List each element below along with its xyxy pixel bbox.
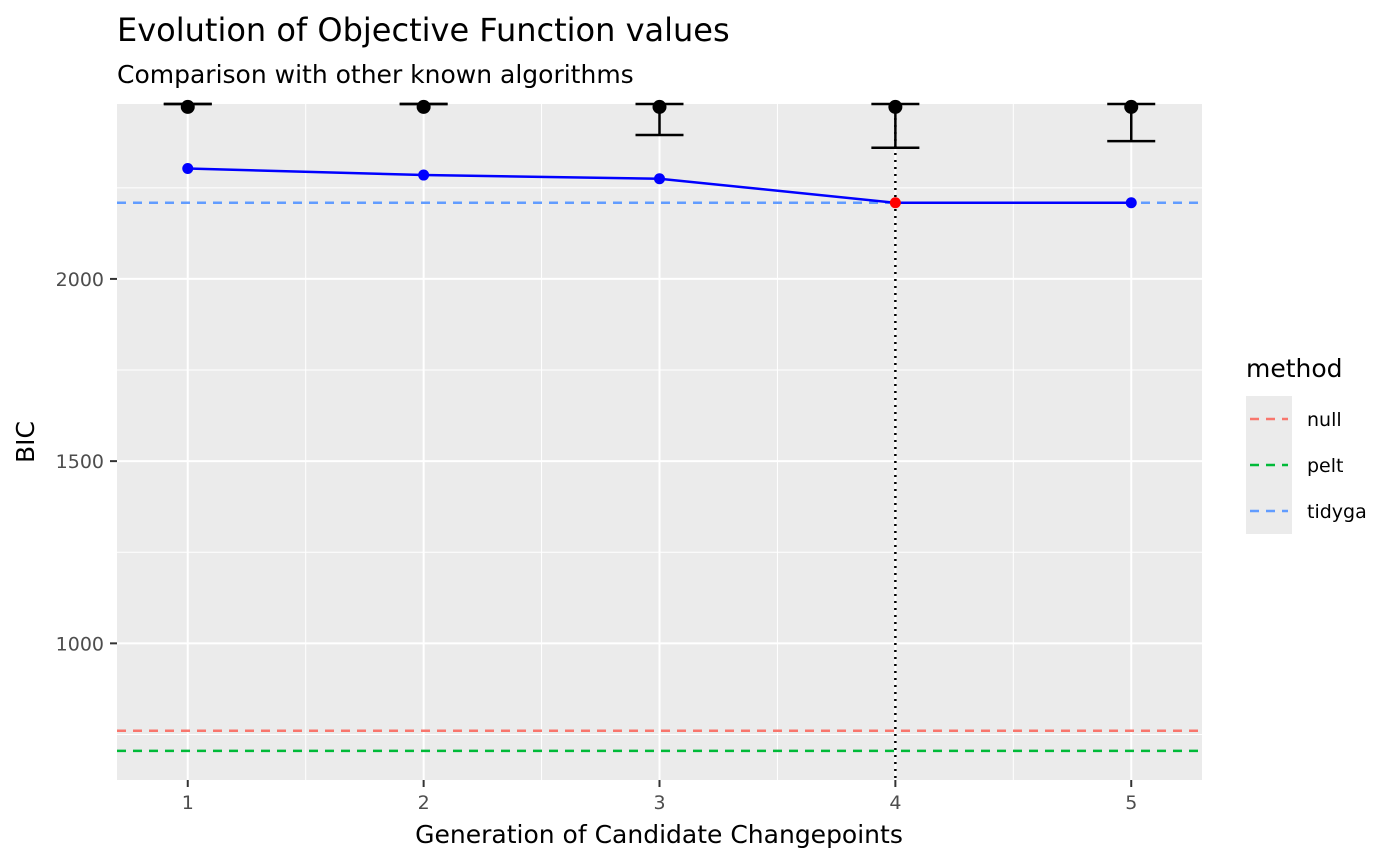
mean-point xyxy=(652,99,667,114)
x-axis: 1 2 3 4 5 xyxy=(182,780,1137,814)
best-series-point xyxy=(1125,197,1137,209)
best-series-point xyxy=(182,163,194,175)
legend-label-null: null xyxy=(1307,409,1342,431)
y-tick-label: 1500 xyxy=(56,451,104,473)
legend-label-pelt: pelt xyxy=(1307,455,1343,477)
best-series-point-highlight xyxy=(889,197,901,209)
error-bars xyxy=(163,99,1156,149)
mean-point xyxy=(416,99,431,114)
best-series-point xyxy=(418,169,430,181)
y-tick-label: 2000 xyxy=(56,269,104,291)
x-tick-label: 4 xyxy=(889,792,901,814)
plot-panel xyxy=(117,99,1202,780)
x-axis-title: Generation of Candidate Changepoints xyxy=(415,820,903,849)
chart-subtitle: Comparison with other known algorithms xyxy=(117,60,634,89)
x-tick-label: 5 xyxy=(1125,792,1137,814)
series-points xyxy=(182,163,1137,209)
y-axis-title: BIC xyxy=(11,421,40,463)
best-series-point xyxy=(654,173,665,185)
x-tick-label: 2 xyxy=(418,792,430,814)
legend-label-tidyga: tidyga xyxy=(1307,501,1367,523)
y-tick-label: 1000 xyxy=(56,633,104,655)
grid-lines xyxy=(117,104,1202,780)
legend-entries: null pelt tidyga xyxy=(1246,396,1367,534)
x-tick-label: 1 xyxy=(182,792,194,814)
legend-title: method xyxy=(1246,354,1343,383)
legend: method null pelt tidyga xyxy=(1246,354,1367,534)
y-axis: 1000 1500 2000 xyxy=(56,269,117,655)
x-tick-label: 3 xyxy=(653,792,665,814)
mean-point xyxy=(1124,99,1139,114)
mean-point xyxy=(888,99,903,114)
mean-point xyxy=(180,99,195,114)
chart-title: Evolution of Objective Function values xyxy=(117,11,730,49)
